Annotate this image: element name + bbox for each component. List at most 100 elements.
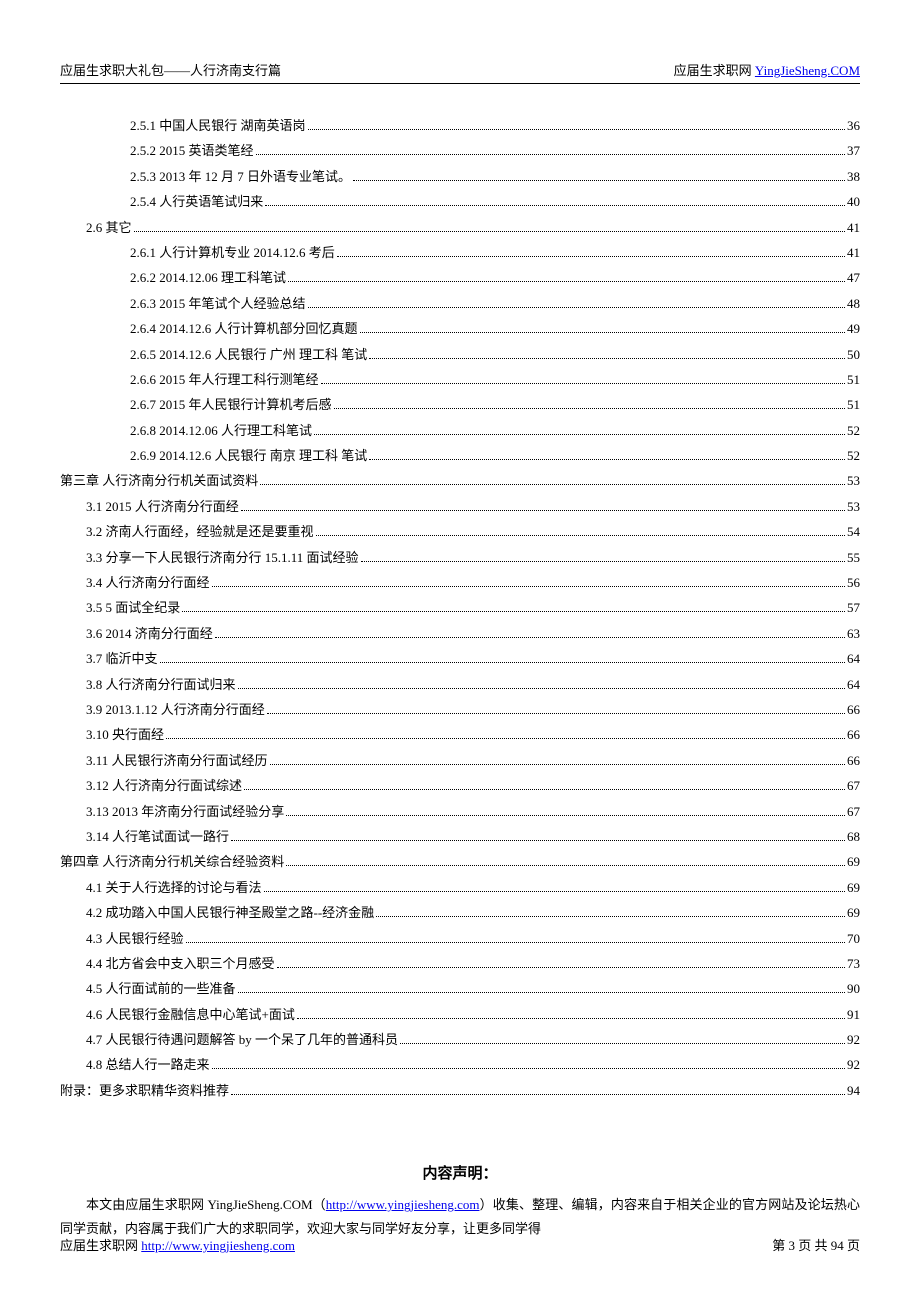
toc-entry[interactable]: 3.7 临沂中支64	[60, 647, 860, 670]
toc-leader-dots	[166, 738, 845, 739]
toc-entry[interactable]: 3.9 2013.1.12 人行济南分行面经66	[60, 698, 860, 721]
toc-entry[interactable]: 4.2 成功踏入中国人民银行神圣殿堂之路--经济金融69	[60, 901, 860, 924]
header-site-link[interactable]: YingJieSheng.COM	[755, 63, 860, 78]
toc-leader-dots	[308, 307, 845, 308]
toc-page-number: 49	[847, 317, 860, 340]
toc-leader-dots	[241, 510, 845, 511]
toc-entry[interactable]: 2.6 其它 41	[60, 216, 860, 239]
toc-entry[interactable]: 2.6.2 2014.12.06 理工科笔试47	[60, 266, 860, 289]
toc-entry[interactable]: 3.2 济南人行面经，经验就是还是要重视54	[60, 520, 860, 543]
toc-label: 3.12 人行济南分行面试综述	[86, 774, 242, 797]
toc-entry[interactable]: 2.6.5 2014.12.6 人民银行 广州 理工科 笔试50	[60, 343, 860, 366]
toc-label: 2.6.8 2014.12.06 人行理工科笔试	[130, 419, 312, 442]
toc-label: 4.8 总结人行一路走来	[86, 1053, 210, 1076]
toc-entry[interactable]: 4.1 关于人行选择的讨论与看法69	[60, 876, 860, 899]
toc-page-number: 36	[847, 114, 860, 137]
toc-leader-dots	[360, 332, 845, 333]
toc-label: 3.11 人民银行济南分行面试经历	[86, 749, 268, 772]
toc-label: 3.4 人行济南分行面经	[86, 571, 210, 594]
toc-entry[interactable]: 2.6.8 2014.12.06 人行理工科笔试52	[60, 419, 860, 442]
toc-entry[interactable]: 3.6 2014 济南分行面经63	[60, 622, 860, 645]
toc-label: 2.6.9 2014.12.6 人民银行 南京 理工科 笔试	[130, 444, 367, 467]
toc-page-number: 53	[847, 469, 860, 492]
toc-entry[interactable]: 3.5 5 面试全纪录 57	[60, 596, 860, 619]
declaration-link[interactable]: http://www.yingjiesheng.com	[326, 1197, 480, 1212]
toc-page-number: 37	[847, 139, 860, 162]
toc-page-number: 63	[847, 622, 860, 645]
toc-leader-dots	[182, 611, 845, 612]
toc-label: 2.6 其它	[86, 216, 132, 239]
toc-leader-dots	[231, 840, 845, 841]
toc-leader-dots	[231, 1094, 845, 1095]
toc-entry[interactable]: 3.11 人民银行济南分行面试经历66	[60, 749, 860, 772]
toc-entry[interactable]: 2.6.3 2015 年笔试个人经验总结48	[60, 292, 860, 315]
declaration-title: 内容声明：	[60, 1162, 860, 1183]
toc-entry[interactable]: 3.4 人行济南分行面经 56	[60, 571, 860, 594]
toc-page-number: 41	[847, 216, 860, 239]
toc-leader-dots	[267, 713, 845, 714]
header-right: 应届生求职网 YingJieSheng.COM	[674, 60, 860, 79]
toc-page-number: 56	[847, 571, 860, 594]
toc-page-number: 92	[847, 1028, 860, 1051]
toc-page-number: 91	[847, 1003, 860, 1026]
header-left-text: 应届生求职大礼包——人行济南支行篇	[60, 60, 281, 79]
toc-entry[interactable]: 2.6.7 2015 年人民银行计算机考后感51	[60, 393, 860, 416]
toc-page-number: 57	[847, 596, 860, 619]
header-right-text: 应届生求职网	[674, 63, 755, 78]
toc-leader-dots	[160, 662, 845, 663]
toc-entry[interactable]: 3.13 2013 年济南分行面试经验分享67	[60, 800, 860, 823]
toc-label: 4.7 人民银行待遇问题解答 by 一个呆了几年的普通科员	[86, 1028, 398, 1051]
toc-label: 2.5.3 2013 年 12 月 7 日外语专业笔试。	[130, 165, 351, 188]
toc-entry[interactable]: 4.4 北方省会中支入职三个月感受73	[60, 952, 860, 975]
toc-leader-dots	[376, 916, 845, 917]
toc-entry[interactable]: 2.6.4 2014.12.6 人行计算机部分回忆真题49	[60, 317, 860, 340]
toc-label: 附录：更多求职精华资料推荐	[60, 1079, 229, 1102]
declaration-body: 本文由应届生求职网 YingJieSheng.COM（http://www.yi…	[60, 1193, 860, 1240]
toc-leader-dots	[334, 408, 845, 409]
toc-leader-dots	[316, 535, 845, 536]
toc-page-number: 51	[847, 393, 860, 416]
toc-entry[interactable]: 2.5.2 2015 英语类笔经37	[60, 139, 860, 162]
toc-leader-dots	[400, 1043, 845, 1044]
toc-label: 4.5 人行面试前的一些准备	[86, 977, 236, 1000]
toc-label: 2.6.6 2015 年人行理工科行测笔经	[130, 368, 319, 391]
toc-page-number: 40	[847, 190, 860, 213]
toc-entry[interactable]: 4.8 总结人行一路走来92	[60, 1053, 860, 1076]
toc-entry[interactable]: 3.8 人行济南分行面试归来64	[60, 673, 860, 696]
toc-leader-dots	[286, 865, 845, 866]
toc-entry[interactable]: 2.5.1 中国人民银行 湖南英语岗36	[60, 114, 860, 137]
toc-entry[interactable]: 3.10 央行面经66	[60, 723, 860, 746]
toc-entry[interactable]: 3.14 人行笔试面试一路行68	[60, 825, 860, 848]
toc-page-number: 54	[847, 520, 860, 543]
footer-site-link[interactable]: http://www.yingjiesheng.com	[141, 1238, 295, 1253]
toc-entry[interactable]: 2.6.1 人行计算机专业 2014.12.6 考后41	[60, 241, 860, 264]
toc-page-number: 51	[847, 368, 860, 391]
toc-leader-dots	[314, 434, 845, 435]
toc-entry[interactable]: 3.3 分享一下人民银行济南分行 15.1.11 面试经验55	[60, 546, 860, 569]
toc-label: 3.10 央行面经	[86, 723, 164, 746]
toc-label: 3.5 5 面试全纪录	[86, 596, 180, 619]
toc-label: 2.6.2 2014.12.06 理工科笔试	[130, 266, 286, 289]
toc-entry[interactable]: 3.12 人行济南分行面试综述67	[60, 774, 860, 797]
toc-leader-dots	[186, 942, 845, 943]
toc-leader-dots	[238, 992, 845, 993]
toc-entry[interactable]: 4.6 人民银行金融信息中心笔试+面试91	[60, 1003, 860, 1026]
toc-entry[interactable]: 2.6.9 2014.12.6 人民银行 南京 理工科 笔试52	[60, 444, 860, 467]
toc-entry[interactable]: 4.3 人民银行经验70	[60, 927, 860, 950]
toc-entry[interactable]: 第三章 人行济南分行机关面试资料53	[60, 469, 860, 492]
toc-entry[interactable]: 附录：更多求职精华资料推荐94	[60, 1079, 860, 1102]
footer-left-text: 应届生求职网	[60, 1238, 141, 1253]
toc-leader-dots	[288, 281, 845, 282]
toc-entry[interactable]: 4.5 人行面试前的一些准备90	[60, 977, 860, 1000]
toc-entry[interactable]: 3.1 2015 人行济南分行面经53	[60, 495, 860, 518]
footer-page-number: 第 3 页 共 94 页	[772, 1235, 860, 1254]
toc-entry[interactable]: 4.7 人民银行待遇问题解答 by 一个呆了几年的普通科员 92	[60, 1028, 860, 1051]
toc-leader-dots	[277, 967, 845, 968]
toc-entry[interactable]: 2.5.3 2013 年 12 月 7 日外语专业笔试。38	[60, 165, 860, 188]
toc-entry[interactable]: 2.5.4 人行英语笔试归来40	[60, 190, 860, 213]
toc-leader-dots	[264, 891, 845, 892]
page-header: 应届生求职大礼包——人行济南支行篇 应届生求职网 YingJieSheng.CO…	[60, 60, 860, 84]
toc-entry[interactable]: 2.6.6 2015 年人行理工科行测笔经 51	[60, 368, 860, 391]
toc-leader-dots	[353, 180, 845, 181]
toc-entry[interactable]: 第四章 人行济南分行机关综合经验资料69	[60, 850, 860, 873]
